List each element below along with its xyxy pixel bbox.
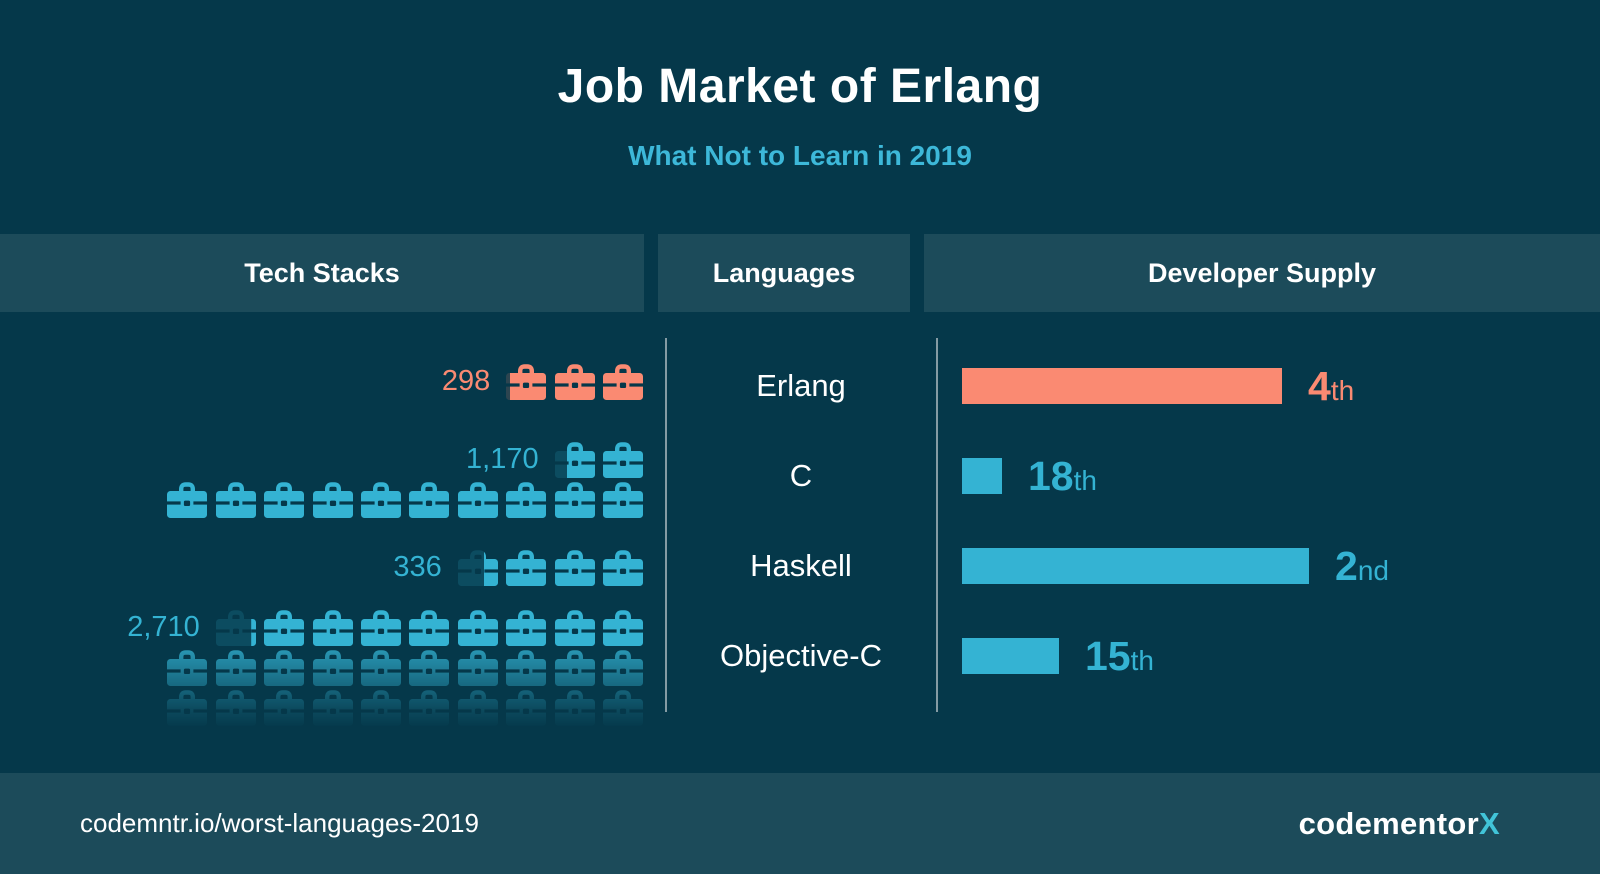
rank-suffix: nd [1357, 555, 1389, 586]
job-count-label-erlang: 298 [441, 365, 491, 397]
briefcase-icon [167, 482, 208, 518]
page-title: Job Market of Erlang [557, 60, 1043, 113]
language-label-objective-c: Objective-C [720, 638, 882, 673]
brand-logo: codementorX [1299, 806, 1500, 842]
briefcase-icon [215, 690, 256, 726]
briefcase-icon [554, 364, 595, 400]
briefcase-icon [457, 690, 498, 726]
briefcase-icon [457, 650, 498, 686]
briefcase-icon [506, 550, 547, 586]
briefcase-icon [360, 690, 401, 726]
rank-label-erlang: 4th [1308, 359, 1354, 413]
briefcase-row-haskell-0 [457, 548, 643, 586]
supply-bar-objective-c [962, 638, 1059, 674]
briefcase-icon [264, 690, 305, 726]
brand-logo-text: codementor [1298, 805, 1480, 841]
job-count-label-haskell: 336 [393, 551, 442, 583]
column-header-languages-label: Languages [712, 257, 856, 288]
briefcase-icon [264, 610, 305, 646]
briefcase-icon [554, 650, 595, 686]
source-url: codemntr.io/worst-languages-2019 [80, 808, 479, 838]
briefcase-icon [215, 610, 256, 646]
briefcase-icon [554, 482, 595, 518]
job-count-label-objective-c: 2,710 [127, 611, 200, 643]
language-label-c: C [789, 458, 813, 493]
briefcase-icon [360, 650, 401, 686]
rank-number: 15 [1085, 633, 1131, 679]
page-subtitle: What Not to Learn in 2019 [628, 140, 972, 171]
briefcase-icon [602, 610, 643, 646]
briefcase-icon [602, 550, 643, 586]
briefcase-icon [457, 550, 498, 586]
briefcase-icon [602, 442, 643, 478]
divider-right [936, 338, 938, 712]
briefcase-icon [215, 650, 256, 686]
briefcase-icon [554, 442, 595, 478]
briefcase-icon [602, 690, 643, 726]
divider-left [665, 338, 667, 712]
briefcase-icon [215, 482, 256, 518]
briefcase-icon [457, 482, 498, 518]
briefcase-icon [264, 650, 305, 686]
brand-logo-x: X [1479, 805, 1500, 841]
briefcase-icon [409, 650, 450, 686]
briefcase-icon [602, 364, 643, 400]
briefcase-row-c-1 [167, 480, 643, 518]
briefcase-icon [506, 364, 547, 400]
briefcase-icon [506, 690, 547, 726]
rank-suffix: th [1330, 375, 1355, 406]
rank-label-haskell: 2nd [1335, 539, 1389, 593]
footer-bar: codemntr.io/worst-languages-2019 codemen… [0, 773, 1600, 874]
supply-bar-c [962, 458, 1002, 494]
rank-label-objective-c: 15th [1085, 629, 1154, 683]
briefcase-icon [554, 550, 595, 586]
briefcase-icon [312, 482, 353, 518]
briefcase-row-objective-c-1 [167, 648, 643, 686]
briefcase-row-c-0 [554, 440, 643, 478]
rank-label-c: 18th [1028, 449, 1097, 503]
rank-suffix: th [1130, 645, 1154, 676]
column-header-languages: Languages [658, 234, 910, 312]
briefcase-icon [360, 610, 401, 646]
briefcase-icon [312, 610, 353, 646]
supply-bar-erlang [962, 368, 1282, 404]
rank-number: 4 [1308, 363, 1331, 409]
briefcase-row-objective-c-0 [215, 608, 643, 646]
language-label-haskell: Haskell [750, 548, 852, 583]
briefcase-icon [409, 610, 450, 646]
briefcase-icon [602, 482, 643, 518]
job-count-label-c: 1,170 [466, 443, 539, 475]
column-header-tech-stacks: Tech Stacks [0, 234, 644, 312]
supply-bar-haskell [962, 548, 1309, 584]
briefcase-row-erlang-0 [506, 362, 643, 400]
rank-number: 18 [1028, 453, 1074, 499]
briefcase-icon [264, 482, 305, 518]
briefcase-icon [312, 690, 353, 726]
briefcase-icon [409, 482, 450, 518]
briefcase-icon [409, 690, 450, 726]
briefcase-icon [312, 650, 353, 686]
briefcase-fade-rows-objective-c [0, 648, 1600, 736]
language-label-erlang: Erlang [756, 368, 846, 403]
column-header-developer-supply: Developer Supply [924, 234, 1600, 312]
briefcase-icon [602, 650, 643, 686]
briefcase-icon [554, 610, 595, 646]
briefcase-icon [167, 690, 208, 726]
briefcase-icon [167, 650, 208, 686]
briefcase-icon [506, 610, 547, 646]
briefcase-icon [457, 610, 498, 646]
briefcase-icon [360, 482, 401, 518]
column-header-developer-supply-label: Developer Supply [1147, 257, 1377, 288]
rank-suffix: th [1073, 465, 1097, 496]
briefcase-icon [554, 690, 595, 726]
rank-number: 2 [1335, 543, 1358, 589]
briefcase-row-objective-c-2 [167, 688, 643, 726]
briefcase-icon [506, 482, 547, 518]
column-header-tech-stacks-label: Tech Stacks [244, 257, 400, 288]
briefcase-icon [506, 650, 547, 686]
